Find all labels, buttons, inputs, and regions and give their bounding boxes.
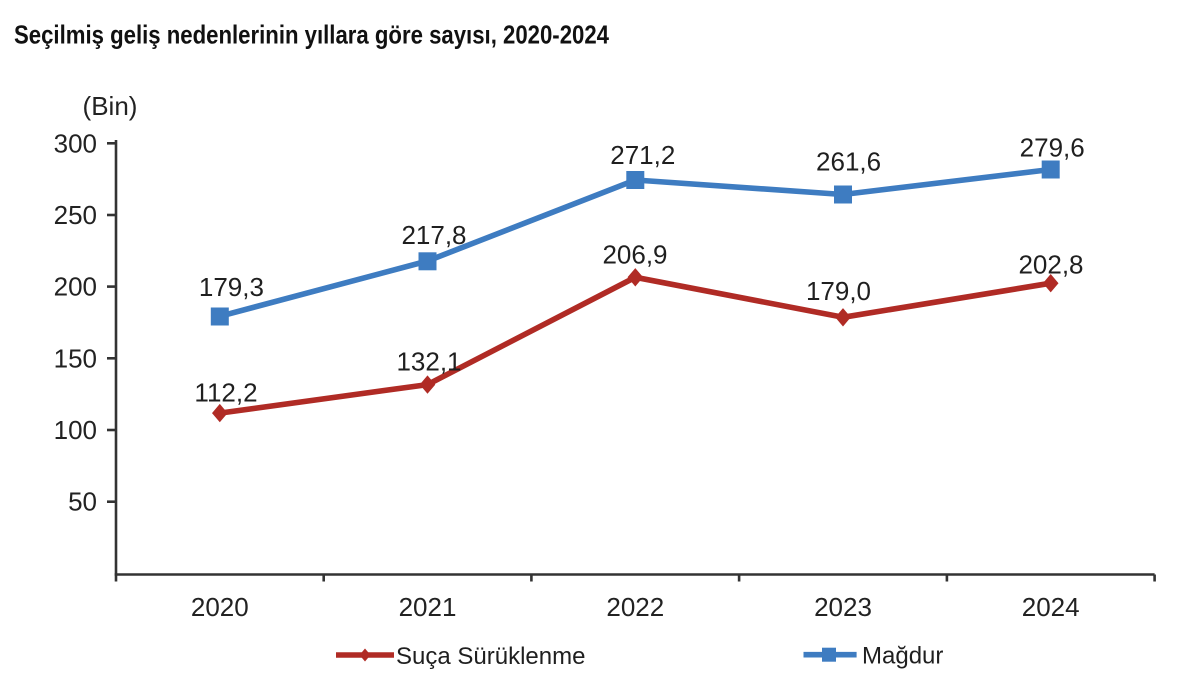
- svg-text:2021: 2021: [399, 592, 457, 622]
- svg-text:150: 150: [54, 343, 97, 373]
- svg-text:(Bin): (Bin): [83, 91, 138, 121]
- svg-text:2022: 2022: [606, 592, 664, 622]
- svg-text:132,1: 132,1: [396, 346, 461, 376]
- svg-text:261,6: 261,6: [816, 147, 881, 177]
- svg-text:279,6: 279,6: [1020, 133, 1085, 163]
- svg-text:271,2: 271,2: [610, 140, 675, 170]
- svg-text:100: 100: [54, 415, 97, 445]
- svg-text:206,9: 206,9: [602, 239, 667, 269]
- svg-text:Suça Sürüklenme: Suça Sürüklenme: [396, 643, 585, 670]
- svg-text:Mağdur: Mağdur: [862, 643, 943, 670]
- svg-text:2024: 2024: [1022, 592, 1080, 622]
- svg-text:217,8: 217,8: [401, 220, 466, 250]
- svg-text:50: 50: [68, 487, 97, 517]
- svg-text:Seçilmiş geliş nedenlerinin yı: Seçilmiş geliş nedenlerinin yıllara göre…: [14, 20, 609, 50]
- svg-text:200: 200: [54, 272, 97, 302]
- svg-text:112,2: 112,2: [194, 377, 257, 407]
- svg-text:300: 300: [54, 128, 97, 158]
- svg-text:179,3: 179,3: [199, 272, 264, 302]
- svg-text:2020: 2020: [191, 592, 249, 622]
- svg-text:179,0: 179,0: [806, 276, 871, 306]
- svg-text:202,8: 202,8: [1018, 250, 1083, 280]
- svg-text:250: 250: [54, 200, 97, 230]
- svg-text:2023: 2023: [814, 592, 872, 622]
